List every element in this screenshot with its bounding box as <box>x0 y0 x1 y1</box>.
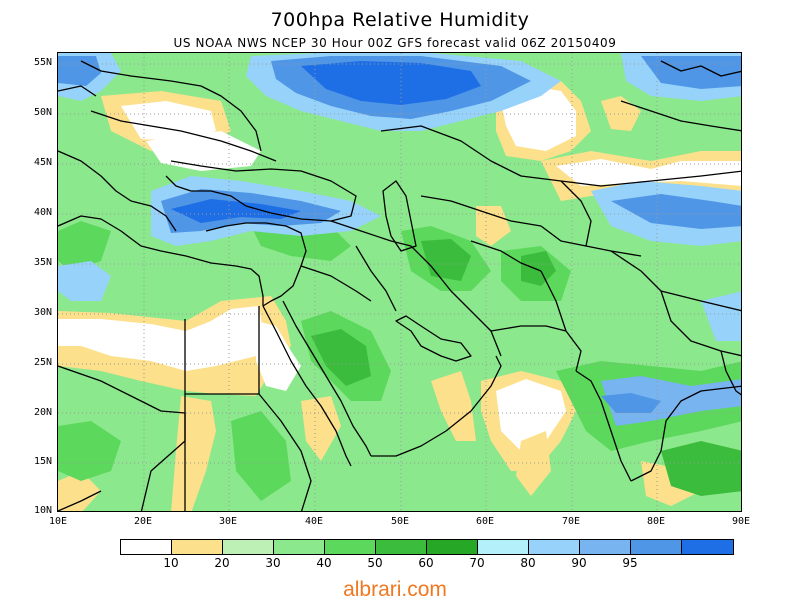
country-borders <box>58 60 741 511</box>
legend-label-90: 90 <box>571 556 587 570</box>
lon-label-20e: 20E <box>133 516 153 527</box>
chart-title: 700hpa Relative Humidity <box>270 9 530 31</box>
lat-label-30n: 30N <box>33 307 52 318</box>
legend-swatch-9 <box>580 540 631 554</box>
legend-swatch-6 <box>427 540 478 554</box>
legend-label-50: 50 <box>367 556 383 570</box>
legend-label-95: 95 <box>622 556 638 570</box>
lat-label-55n: 55N <box>33 57 52 68</box>
legend-swatch-1 <box>172 540 223 554</box>
legend-swatch-0 <box>121 540 172 554</box>
color-legend <box>120 539 734 555</box>
lon-label-40e: 40E <box>304 516 324 527</box>
lat-label-25n: 25N <box>33 357 52 368</box>
legend-swatch-7 <box>478 540 529 554</box>
lat-label-40n: 40N <box>33 207 52 218</box>
legend-label-30: 30 <box>265 556 281 570</box>
humidity-map <box>58 53 741 511</box>
legend-swatch-3 <box>274 540 325 554</box>
lon-label-10e: 10E <box>48 516 68 527</box>
watermark-text: albrari.com <box>343 578 447 601</box>
legend-swatch-8 <box>529 540 580 554</box>
legend-label-10: 10 <box>163 556 179 570</box>
lon-label-90e: 90E <box>731 516 751 527</box>
lon-label-70e: 70E <box>561 516 581 527</box>
moist-regions <box>58 216 741 501</box>
legend-label-60: 60 <box>418 556 434 570</box>
lat-label-35n: 35N <box>33 257 52 268</box>
legend-label-80: 80 <box>520 556 536 570</box>
legend-swatch-4 <box>325 540 376 554</box>
legend-swatch-11 <box>682 540 733 554</box>
lat-label-15n: 15N <box>33 456 52 467</box>
lat-label-45n: 45N <box>33 157 52 168</box>
chart-subtitle: US NOAA NWS NCEP 30 Hour 00Z GFS forecas… <box>173 36 617 50</box>
lon-label-60e: 60E <box>475 516 495 527</box>
legend-swatch-5 <box>376 540 427 554</box>
lat-lon-grid <box>58 53 741 511</box>
legend-swatch-2 <box>223 540 274 554</box>
lat-label-10n: 10N <box>33 505 52 516</box>
lat-label-50n: 50N <box>33 107 52 118</box>
legend-label-70: 70 <box>469 556 485 570</box>
legend-label-40: 40 <box>316 556 332 570</box>
legend-swatch-10 <box>631 540 682 554</box>
lon-label-50e: 50E <box>390 516 410 527</box>
lon-label-30e: 30E <box>218 516 238 527</box>
lon-label-80e: 80E <box>646 516 666 527</box>
map-panel <box>57 52 742 512</box>
legend-label-20: 20 <box>214 556 230 570</box>
lat-label-20n: 20N <box>33 407 52 418</box>
